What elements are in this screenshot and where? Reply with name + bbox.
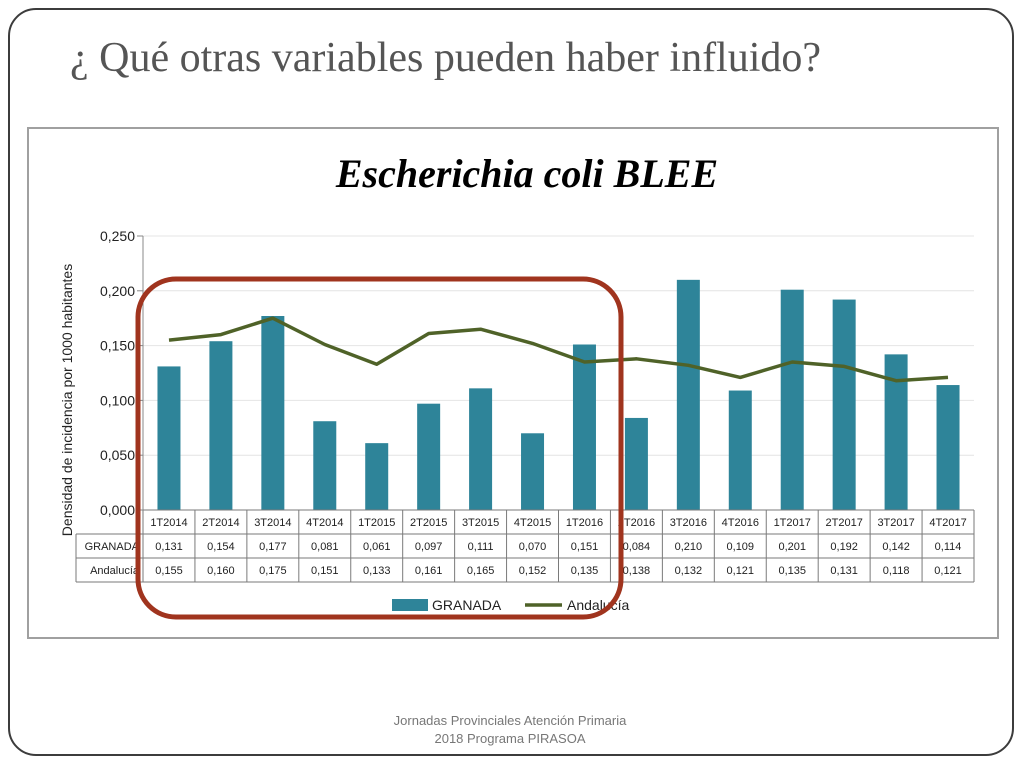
footer: Jornadas Provinciales Atención Primaria … bbox=[330, 712, 690, 748]
x-tick-label: 2T2014 bbox=[202, 517, 239, 529]
bar-granada bbox=[884, 354, 908, 510]
footer-line-1: Jornadas Provinciales Atención Primaria bbox=[393, 713, 627, 728]
bar-granada bbox=[209, 341, 233, 510]
data-label: 0,070 bbox=[519, 541, 547, 553]
data-label: 0,097 bbox=[415, 541, 443, 553]
data-label: 0,165 bbox=[467, 565, 495, 577]
slide-title: ¿ Qué otras variables pueden haber influ… bbox=[70, 35, 822, 81]
x-tick-label: 4T2017 bbox=[929, 517, 966, 529]
x-tick-label: 1T2015 bbox=[358, 517, 395, 529]
data-label: 0,192 bbox=[830, 541, 858, 553]
y-tick-label: 0,000 bbox=[100, 502, 135, 518]
legend-swatch-granada bbox=[392, 599, 428, 611]
bar-granada bbox=[365, 443, 389, 510]
x-tick-label: 4T2014 bbox=[306, 517, 343, 529]
data-label: 0,154 bbox=[207, 541, 235, 553]
x-tick-label: 3T2015 bbox=[462, 517, 499, 529]
y-tick-label: 0,200 bbox=[100, 283, 135, 299]
bar-granada bbox=[469, 388, 493, 510]
x-tick-label: 2T2017 bbox=[826, 517, 863, 529]
data-label: 0,109 bbox=[727, 541, 755, 553]
data-label: 0,151 bbox=[311, 565, 339, 577]
x-tick-label: 3T2017 bbox=[877, 517, 914, 529]
data-label: 0,114 bbox=[935, 541, 962, 553]
bar-granada bbox=[780, 289, 804, 510]
x-tick-label: 2T2016 bbox=[618, 517, 655, 529]
data-label: 0,210 bbox=[675, 541, 703, 553]
data-label: 0,121 bbox=[934, 565, 962, 577]
data-label: 0,131 bbox=[155, 541, 183, 553]
data-label: 0,118 bbox=[883, 565, 910, 577]
data-label: 0,201 bbox=[778, 541, 806, 553]
data-label: 0,135 bbox=[778, 565, 806, 577]
y-axis-title: Densidad de incidencia por 1000 habitant… bbox=[59, 264, 75, 536]
x-tick-label: 2T2015 bbox=[410, 517, 447, 529]
x-tick-label: 4T2016 bbox=[722, 517, 759, 529]
data-label: 0,121 bbox=[727, 565, 755, 577]
legend-label-andalucia: Andalucía bbox=[567, 597, 629, 613]
chart-title: Escherichia coli BLEE bbox=[335, 151, 719, 196]
x-tick-label: 4T2015 bbox=[514, 517, 551, 529]
y-tick-label: 0,100 bbox=[100, 392, 135, 408]
x-tick-label: 1T2014 bbox=[150, 517, 187, 529]
data-label: 0,131 bbox=[830, 565, 858, 577]
bar-granada bbox=[936, 385, 960, 510]
bar-granada bbox=[572, 344, 596, 510]
legend-label-granada: GRANADA bbox=[432, 597, 502, 613]
data-label: 0,084 bbox=[623, 541, 651, 553]
data-label: 0,081 bbox=[311, 541, 339, 553]
bar-granada bbox=[624, 417, 648, 510]
x-tick-label: 3T2016 bbox=[670, 517, 707, 529]
data-label: 0,155 bbox=[155, 565, 183, 577]
y-tick-label: 0,050 bbox=[100, 447, 135, 463]
data-label: 0,111 bbox=[468, 541, 494, 553]
bar-granada bbox=[832, 299, 856, 510]
bar-granada bbox=[521, 433, 545, 510]
bar-granada bbox=[417, 403, 441, 510]
footer-line-2: 2018 Programa PIRASOA bbox=[434, 731, 586, 746]
data-label: 0,133 bbox=[363, 565, 391, 577]
bar-granada bbox=[728, 390, 752, 510]
y-tick-label: 0,250 bbox=[100, 228, 135, 244]
data-label: 0,132 bbox=[675, 565, 703, 577]
x-tick-label: 1T2016 bbox=[566, 517, 603, 529]
x-tick-label: 3T2014 bbox=[254, 517, 291, 529]
bar-granada bbox=[676, 279, 700, 510]
data-label: 0,152 bbox=[519, 565, 547, 577]
data-label: 0,161 bbox=[415, 565, 443, 577]
data-label: 0,175 bbox=[259, 565, 287, 577]
line-andalucia bbox=[168, 316, 949, 383]
y-tick-label: 0,150 bbox=[100, 338, 135, 354]
data-label: 0,177 bbox=[259, 541, 287, 553]
table-row-label: GRANADA bbox=[85, 541, 140, 553]
data-label: 0,135 bbox=[571, 565, 599, 577]
data-label: 0,160 bbox=[207, 565, 235, 577]
data-label: 0,138 bbox=[623, 565, 651, 577]
table-row-label: Andalucía bbox=[90, 565, 140, 577]
x-tick-label: 1T2017 bbox=[774, 517, 811, 529]
highlight-box bbox=[135, 276, 624, 620]
bar-granada bbox=[157, 366, 181, 510]
bar-granada bbox=[313, 421, 337, 510]
data-label: 0,142 bbox=[882, 541, 910, 553]
bar-granada bbox=[261, 316, 285, 510]
data-label: 0,061 bbox=[363, 541, 391, 553]
data-label: 0,151 bbox=[571, 541, 599, 553]
